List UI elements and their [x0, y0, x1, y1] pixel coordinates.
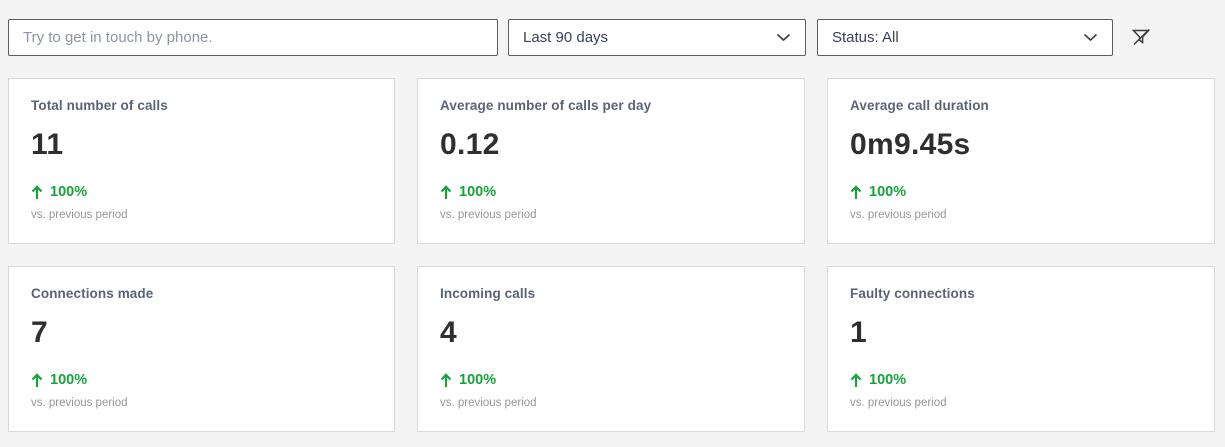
- card-caption: vs. previous period: [31, 397, 128, 409]
- date-range-value: Last 90 days: [523, 29, 609, 46]
- card-value: 1: [850, 316, 867, 349]
- change-percent: 100%: [869, 184, 907, 200]
- card-caption: vs. previous period: [850, 397, 947, 409]
- up-arrow-icon: [850, 372, 862, 388]
- card-caption: vs. previous period: [850, 209, 947, 221]
- chevron-down-icon: [1083, 33, 1098, 42]
- stat-card-total-calls: Total number of calls 11 100% vs. previo…: [8, 78, 395, 244]
- card-caption: vs. previous period: [440, 397, 537, 409]
- card-caption: vs. previous period: [440, 209, 537, 221]
- up-arrow-icon: [31, 372, 43, 388]
- search-input[interactable]: [8, 19, 498, 56]
- card-title: Average call duration: [850, 98, 989, 113]
- change-percent: 100%: [459, 372, 497, 388]
- card-value: 11: [31, 128, 64, 161]
- up-arrow-icon: [31, 184, 43, 200]
- date-range-dropdown[interactable]: Last 90 days: [508, 19, 806, 56]
- change-percent: 100%: [869, 372, 907, 388]
- card-change: 100%: [440, 372, 782, 388]
- card-value: 0.12: [440, 128, 500, 161]
- filter-off-icon: [1129, 25, 1153, 52]
- card-title: Average number of calls per day: [440, 98, 652, 113]
- card-change: 100%: [850, 372, 1192, 388]
- change-percent: 100%: [50, 184, 88, 200]
- card-title: Faulty connections: [850, 286, 975, 301]
- stat-card-avg-call-duration: Average call duration 0m9.45s 100% vs. p…: [827, 78, 1215, 244]
- card-value: 4: [440, 316, 457, 349]
- clear-filters-button[interactable]: [1124, 22, 1158, 54]
- card-change: 100%: [31, 184, 372, 200]
- stat-card-faulty-connections: Faulty connections 1 100% vs. previous p…: [827, 266, 1215, 432]
- up-arrow-icon: [440, 184, 452, 200]
- card-change: 100%: [850, 184, 1192, 200]
- card-change: 100%: [31, 372, 372, 388]
- card-title: Incoming calls: [440, 286, 536, 301]
- stat-card-incoming-calls: Incoming calls 4 100% vs. previous perio…: [417, 266, 805, 432]
- change-percent: 100%: [459, 184, 497, 200]
- card-title: Total number of calls: [31, 98, 168, 113]
- stat-card-connections-made: Connections made 7 100% vs. previous per…: [8, 266, 395, 432]
- up-arrow-icon: [440, 372, 452, 388]
- chevron-down-icon: [776, 33, 791, 42]
- card-value: 0m9.45s: [850, 128, 971, 161]
- change-percent: 100%: [50, 372, 88, 388]
- status-dropdown[interactable]: Status: All: [817, 19, 1113, 56]
- up-arrow-icon: [850, 184, 862, 200]
- status-value: Status: All: [832, 29, 899, 46]
- card-title: Connections made: [31, 286, 154, 301]
- card-change: 100%: [440, 184, 782, 200]
- card-value: 7: [31, 316, 48, 349]
- card-caption: vs. previous period: [31, 209, 128, 221]
- stat-card-avg-calls-per-day: Average number of calls per day 0.12 100…: [417, 78, 805, 244]
